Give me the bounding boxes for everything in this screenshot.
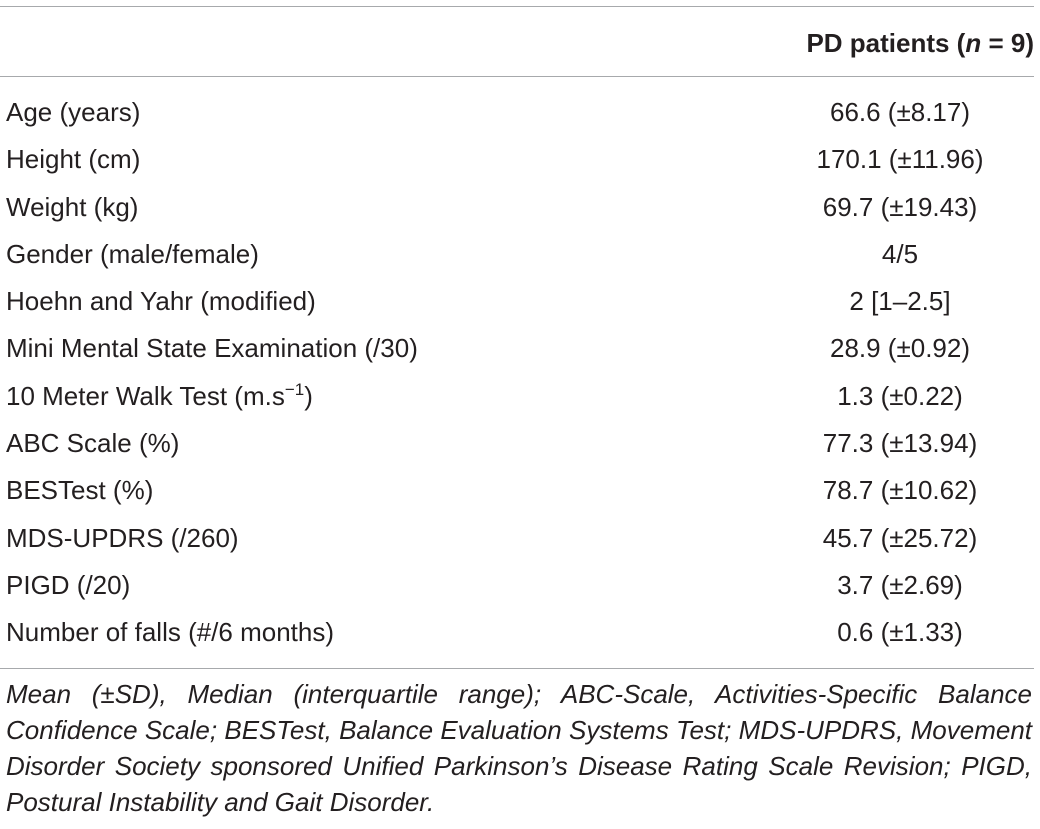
row-label: PIGD (/20) [6, 569, 131, 600]
row-value: 170.1 (±11.96) [816, 144, 984, 175]
row-label: 10 Meter Walk Test (m.s−1) [6, 373, 313, 420]
row-label: MDS-UPDRS (/260) [6, 522, 239, 553]
row-label: Mini Mental State Examination (/30) [6, 333, 418, 364]
column-header-suffix: = 9) [981, 28, 1034, 58]
table-row: MDS-UPDRS (/260) 45.7 (±25.72) [0, 515, 1034, 562]
row-label: Age (years) [6, 97, 141, 127]
table-row: Number of falls (#/6 months) 0.6 (±1.33) [0, 609, 1034, 656]
row-value: 0.6 (±1.33) [837, 617, 963, 648]
row-value: 2 [1–2.5] [849, 286, 951, 317]
row-value: 66.6 (±8.17) [829, 97, 971, 127]
table-footnote: Mean (±SD), Median (interquartile range)… [6, 679, 1032, 817]
row-label-text: 10 Meter Walk Test (m.s [6, 380, 285, 411]
table-row: Mini Mental State Examination (/30) 28.9… [0, 325, 1034, 372]
table-bottom-rule [0, 668, 1034, 669]
row-value: 1.3 (±0.22) [837, 380, 963, 411]
table-row: PIGD (/20) 3.7 (±2.69) [0, 562, 1034, 609]
row-value: 3.7 (±2.69) [837, 569, 963, 600]
row-label: BESTest (%) [6, 475, 154, 506]
row-label-suffix: ) [304, 380, 313, 411]
table-row: Height (cm) 170.1 (±11.96) [0, 136, 1034, 183]
table-row: ABC Scale (%) 77.3 (±13.94) [0, 420, 1034, 467]
row-label: Gender (male/female) [6, 238, 259, 269]
table-header-row: PD patients (n = 9) [0, 22, 1034, 64]
row-label: Weight (kg) [6, 191, 139, 222]
row-label: Number of falls (#/6 months) [6, 617, 335, 648]
table-row: BESTest (%) 78.7 (±10.62) [0, 467, 1034, 514]
table-row: Hoehn and Yahr (modified) 2 [1–2.5] [0, 278, 1034, 325]
table-row: 10 Meter Walk Test (m.s−1) 1.3 (±0.22) [0, 373, 1034, 420]
row-value: 77.3 (±13.94) [822, 428, 978, 459]
table-header-rule [0, 76, 1034, 77]
table-row: Age (years) 66.6 (±8.17) [0, 89, 1034, 136]
table-top-rule [0, 6, 1034, 7]
table-body: Age (years) 66.6 (±8.17) Height (cm) 170… [0, 89, 1034, 657]
column-header-n: n [965, 28, 982, 58]
row-label: ABC Scale (%) [6, 428, 180, 459]
row-label: Hoehn and Yahr (modified) [6, 286, 316, 317]
table-row: Gender (male/female) 4/5 [0, 231, 1034, 278]
row-value: 28.9 (±0.92) [829, 333, 971, 364]
column-header-pd-patients: PD patients (n = 9) [806, 22, 1034, 64]
row-label-superscript: −1 [284, 379, 305, 399]
table-row: Weight (kg) 69.7 (±19.43) [0, 184, 1034, 231]
column-header-prefix: PD patients ( [806, 28, 966, 58]
row-value: 45.7 (±25.72) [822, 522, 978, 553]
row-value: 78.7 (±10.62) [822, 475, 978, 506]
row-label: Height (cm) [6, 144, 141, 175]
row-value: 69.7 (±19.43) [822, 191, 978, 222]
row-value: 4/5 [881, 238, 919, 269]
